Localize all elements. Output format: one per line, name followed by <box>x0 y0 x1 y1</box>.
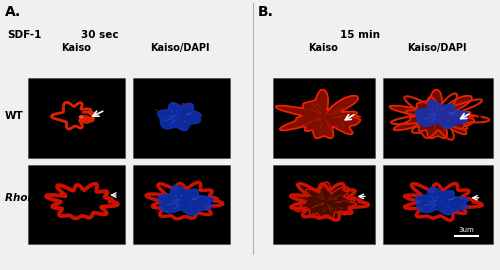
Text: SDF-1: SDF-1 <box>8 30 42 40</box>
Text: 30 sec: 30 sec <box>81 30 119 40</box>
Text: A.: A. <box>5 5 21 19</box>
Ellipse shape <box>174 103 177 104</box>
Ellipse shape <box>299 187 354 217</box>
Ellipse shape <box>188 106 190 107</box>
Text: 3um: 3um <box>458 227 474 233</box>
Polygon shape <box>415 187 469 215</box>
Polygon shape <box>158 185 214 215</box>
Ellipse shape <box>156 110 158 111</box>
Text: Kaiso/DAPI: Kaiso/DAPI <box>407 43 466 53</box>
Ellipse shape <box>80 116 91 123</box>
Bar <box>28 78 125 158</box>
Polygon shape <box>158 103 201 130</box>
Bar <box>382 165 492 244</box>
Text: Kaiso/DAPI: Kaiso/DAPI <box>150 43 210 53</box>
Ellipse shape <box>182 103 184 104</box>
Bar <box>28 165 125 244</box>
Text: WT: WT <box>5 111 24 121</box>
Text: 15 min: 15 min <box>340 30 380 40</box>
Text: Kaiso: Kaiso <box>61 43 91 53</box>
Ellipse shape <box>201 115 203 117</box>
Polygon shape <box>290 182 357 218</box>
Ellipse shape <box>184 104 186 106</box>
Text: Kaiso: Kaiso <box>308 43 338 53</box>
Text: Rhoh -/-: Rhoh -/- <box>5 193 51 204</box>
Ellipse shape <box>79 115 84 118</box>
Bar <box>272 165 375 244</box>
Polygon shape <box>276 90 360 138</box>
Polygon shape <box>415 101 469 128</box>
Polygon shape <box>390 90 474 138</box>
Bar <box>132 165 230 244</box>
Text: B.: B. <box>258 5 274 19</box>
Bar <box>132 78 230 158</box>
Bar <box>382 78 492 158</box>
Bar <box>272 78 375 158</box>
